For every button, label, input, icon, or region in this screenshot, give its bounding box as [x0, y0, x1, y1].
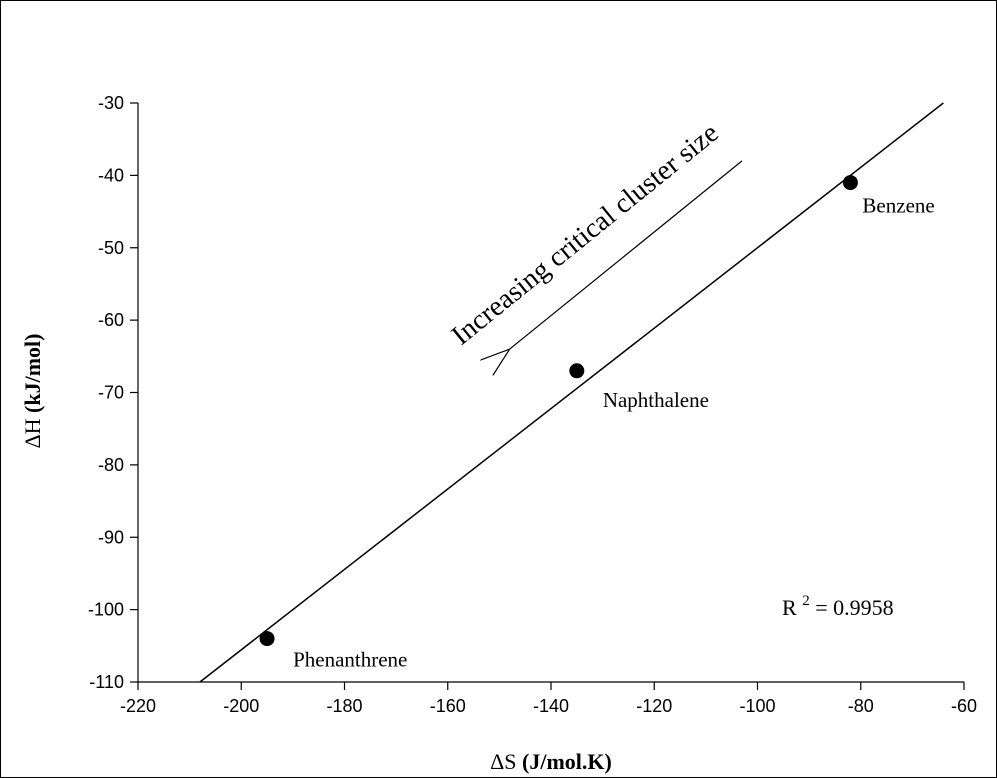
x-tick-label: -200 — [223, 696, 259, 716]
x-axis-title-unit: (J/mol.K) — [522, 749, 612, 774]
r-squared-value: = 0.9958 — [815, 595, 893, 620]
y-tick-label: -80 — [98, 455, 124, 475]
regression-line — [199, 102, 944, 683]
x-ticks: -220 -200 -180 -160 -140 -120 -100 -80 -60 — [120, 682, 977, 716]
data-point — [842, 175, 858, 191]
x-axis-title-symbol: ΔS — [490, 749, 522, 774]
x-tick-label: -60 — [951, 696, 977, 716]
y-axis-title-unit: (kJ/mol) — [20, 334, 45, 413]
r-squared-prefix: R — [782, 595, 797, 620]
y-tick-label: -40 — [98, 165, 124, 185]
x-tick-label: -100 — [739, 696, 775, 716]
x-axis-title: ΔS (J/mol.K) — [490, 749, 612, 774]
y-tick-label: -60 — [98, 310, 124, 330]
y-tick-label: -30 — [98, 93, 124, 113]
point-label: Benzene — [862, 194, 934, 218]
trend-arrow — [510, 160, 743, 349]
arrow-annotation: Increasing critical cluster size — [446, 117, 725, 351]
y-tick-label: -100 — [88, 600, 124, 620]
x-tick-label: -220 — [120, 696, 156, 716]
y-tick-label: -110 — [89, 672, 124, 692]
y-axis-title-symbol: ΔH — [20, 413, 45, 449]
y-ticks: -30 -40 -50 -60 -70 -80 -90 -100 -110 — [88, 93, 138, 692]
y-tick-label: -90 — [98, 527, 124, 547]
r-squared-exponent: 2 — [802, 593, 810, 609]
data-points: Benzene Naphthalene Phenanthrene — [259, 175, 935, 672]
y-tick-label: -70 — [98, 383, 124, 403]
x-tick-label: -160 — [430, 696, 466, 716]
x-tick-label: -120 — [636, 696, 672, 716]
data-point — [259, 631, 275, 647]
y-axis-title: ΔH (kJ/mol) — [20, 334, 45, 449]
point-label: Naphthalene — [603, 388, 709, 412]
x-tick-label: -140 — [533, 696, 569, 716]
x-tick-label: -180 — [326, 696, 362, 716]
data-point — [569, 363, 585, 379]
r-squared-annotation: R 2 = 0.9958 — [782, 585, 894, 620]
point-label: Phenanthrene — [293, 648, 407, 672]
y-tick-label: -50 — [98, 238, 124, 258]
x-tick-label: -80 — [848, 696, 874, 716]
